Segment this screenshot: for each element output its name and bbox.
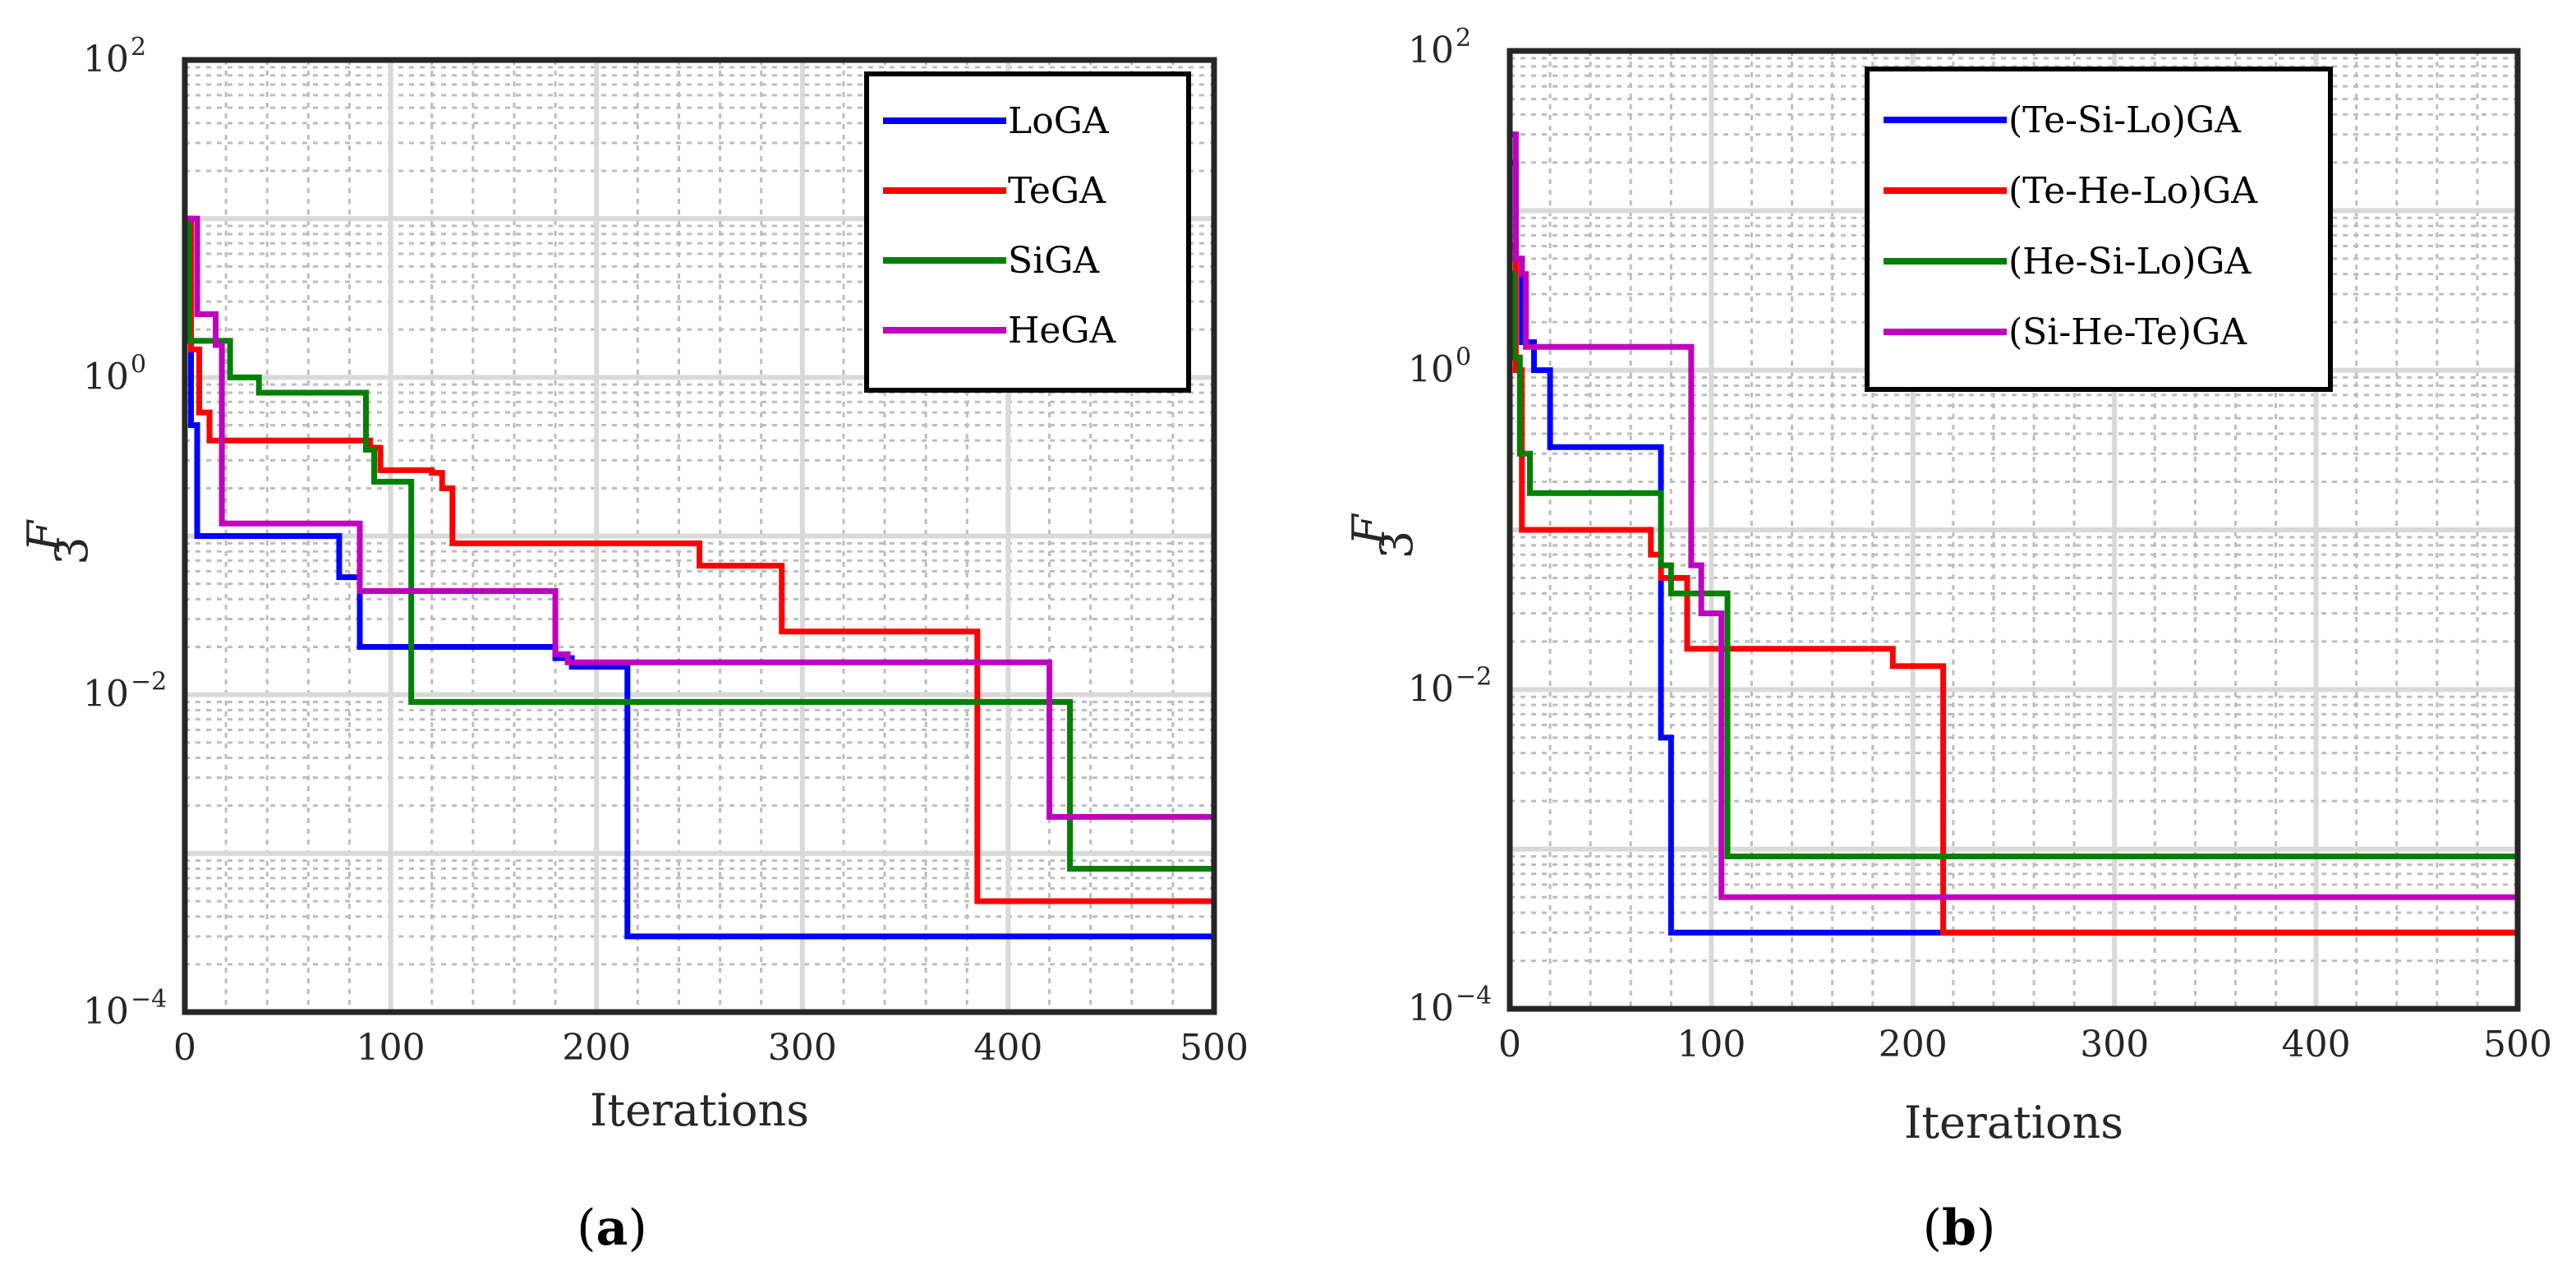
x-tick-label: 100 — [1677, 1024, 1746, 1065]
panel-caption: (b) — [1923, 1199, 1996, 1257]
y-tick-exponent: −2 — [1456, 662, 1492, 691]
series-line-4 — [1510, 131, 2518, 900]
y-tick-label: 10 — [1408, 668, 1454, 710]
legend-label-1: LoGA — [1008, 100, 1110, 142]
x-axis-label: Iterations — [1904, 1097, 2123, 1148]
legend-label-3: SiGA — [1008, 240, 1100, 282]
x-tick-label: 0 — [1498, 1024, 1521, 1065]
y-axis-label-subscript: 3 — [46, 536, 98, 564]
x-tick-label: 0 — [173, 1027, 196, 1069]
legend-label-4: (Si-He-Te)GA — [2008, 311, 2247, 353]
axes-frame — [1506, 48, 2521, 1012]
legend-label-2: TeGA — [1008, 170, 1106, 212]
y-tick-exponent: −4 — [131, 985, 167, 1014]
legend-box — [864, 71, 1191, 393]
y-tick-label: 10 — [1408, 30, 1454, 71]
series-line-4 — [185, 215, 1214, 820]
y-tick-exponent: 0 — [1456, 343, 1471, 372]
y-tick-label: 10 — [1408, 349, 1454, 391]
x-axis-label: Iterations — [590, 1084, 809, 1136]
y-tick-exponent: 2 — [1456, 24, 1471, 53]
legend-label-3: (He-Si-Lo)GA — [2008, 241, 2252, 283]
legend: (Te-Si-Lo)GA (Te-He-Lo)GA (He-Si-Lo)GA (Si-… — [1865, 67, 2333, 392]
x-tick-label: 400 — [973, 1027, 1042, 1069]
axes-frame — [182, 57, 1217, 1015]
x-tick-label: 400 — [2282, 1024, 2351, 1065]
y-axis-label: F — [18, 518, 70, 552]
y-tick-exponent: 2 — [131, 33, 146, 62]
x-tick-label: 100 — [356, 1027, 426, 1069]
legend-label-4: HeGA — [1008, 310, 1117, 352]
series-line-2 — [185, 215, 1214, 904]
y-tick-label: 10 — [83, 991, 129, 1033]
series-line-3 — [1510, 271, 2518, 860]
y-axis-label-subscript: 3 — [1371, 531, 1423, 559]
y-tick-exponent: 0 — [131, 350, 146, 379]
y-tick-exponent: −2 — [131, 668, 167, 697]
x-tick-label: 300 — [768, 1027, 837, 1069]
y-axis-label: F — [1343, 513, 1395, 546]
legend-label-2: (Te-He-Lo)GA — [2008, 170, 2258, 212]
series-line-3 — [185, 215, 1214, 872]
x-tick-label: 200 — [1879, 1024, 1948, 1065]
legend-label-1: (Te-Si-Lo)GA — [2008, 99, 2242, 141]
x-tick-label: 200 — [562, 1027, 631, 1069]
legend: LoGA TeGA SiGA HeGA — [864, 71, 1191, 393]
y-tick-exponent: −4 — [1456, 982, 1492, 1010]
x-tick-label: 500 — [1180, 1027, 1249, 1069]
y-tick-label: 10 — [83, 356, 129, 398]
x-tick-label: 300 — [2080, 1024, 2149, 1065]
y-tick-label: 10 — [83, 674, 129, 716]
x-tick-label: 500 — [2483, 1024, 2552, 1065]
panel-caption: (a) — [577, 1199, 647, 1257]
y-tick-label: 10 — [1408, 987, 1454, 1029]
y-tick-label: 10 — [83, 39, 129, 81]
